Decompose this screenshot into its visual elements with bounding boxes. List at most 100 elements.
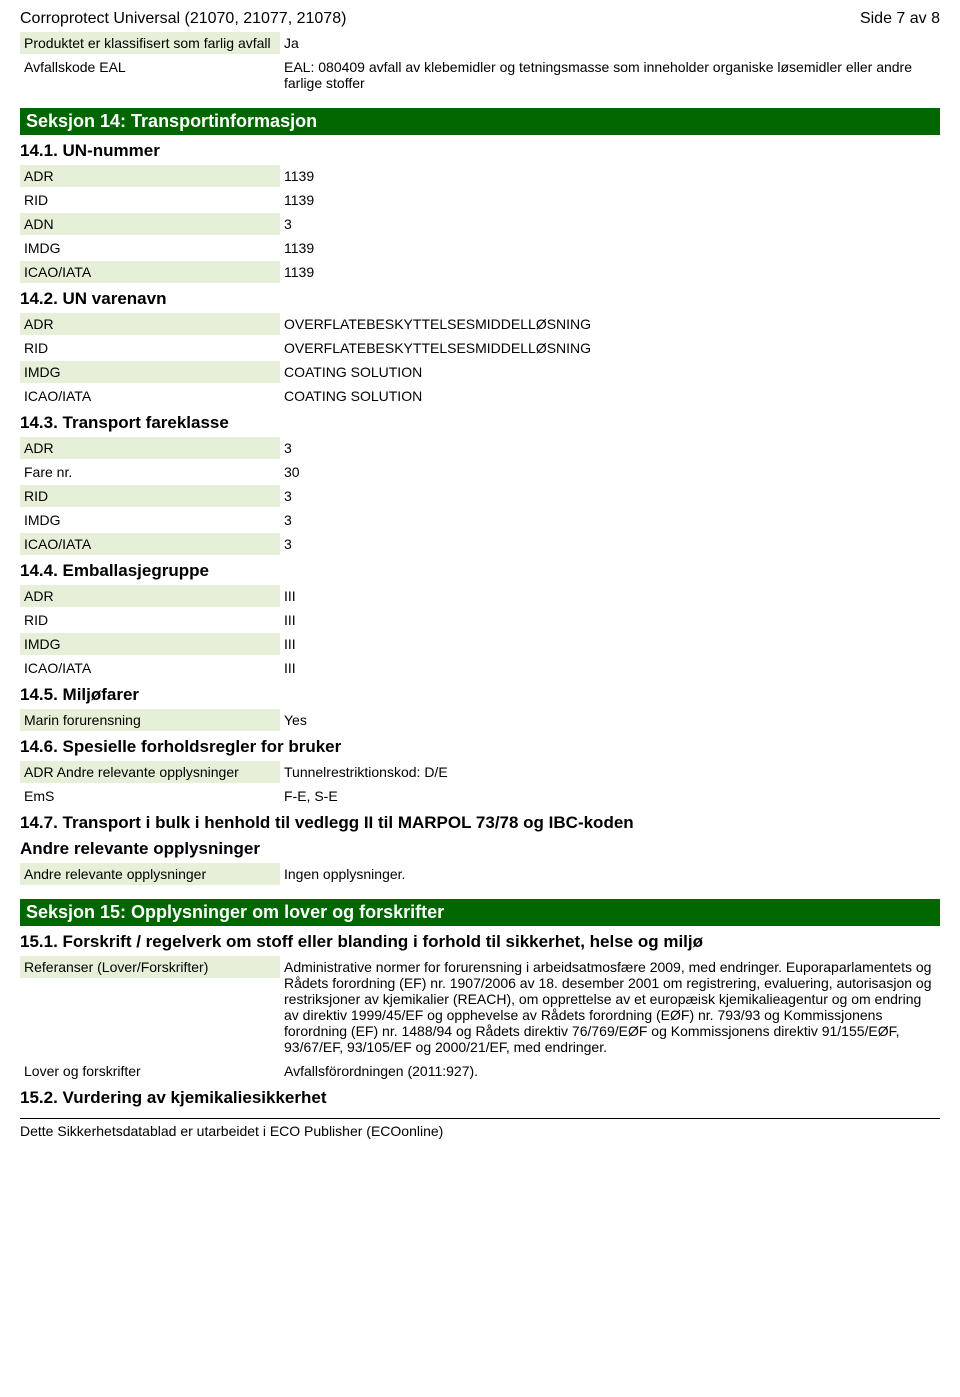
row-value: OVERFLATEBESKYTTELSESMIDDELLØSNING: [280, 313, 940, 335]
row-value: III: [280, 609, 940, 631]
rows-14-1: ADR1139RID1139ADN3IMDG1139ICAO/IATA1139: [20, 165, 940, 283]
data-row: ADROVERFLATEBESKYTTELSESMIDDELLØSNING: [20, 313, 940, 335]
row-value: OVERFLATEBESKYTTELSESMIDDELLØSNING: [280, 337, 940, 359]
classification-block: Produktet er klassifisert som farlig avf…: [20, 32, 940, 94]
data-row: IMDG3: [20, 509, 940, 531]
row-value: EAL: 080409 avfall av klebemidler og tet…: [280, 56, 940, 94]
rows-14-2: ADROVERFLATEBESKYTTELSESMIDDELLØSNINGRID…: [20, 313, 940, 407]
data-row: ICAO/IATA1139: [20, 261, 940, 283]
row-value: 1139: [280, 261, 940, 283]
row-value: III: [280, 657, 940, 679]
section-14-header: Seksjon 14: Transportinformasjon: [20, 108, 940, 135]
data-row: ICAO/IATACOATING SOLUTION: [20, 385, 940, 407]
subsection-14-7: 14.7. Transport i bulk i henhold til ved…: [20, 813, 940, 833]
row-label: ADR: [20, 313, 280, 335]
data-row: Marin forurensningYes: [20, 709, 940, 731]
row-label: ADR Andre relevante opplysninger: [20, 761, 280, 783]
row-label: Referanser (Lover/Forskrifter): [20, 956, 280, 978]
row-label: IMDG: [20, 237, 280, 259]
row-label: ICAO/IATA: [20, 261, 280, 283]
data-row: Lover og forskrifterAvfallsförordningen …: [20, 1060, 940, 1082]
data-row: ADR1139: [20, 165, 940, 187]
rows-14-6: ADR Andre relevante opplysningerTunnelre…: [20, 761, 940, 807]
row-label: IMDG: [20, 509, 280, 531]
row-value: Yes: [280, 709, 940, 731]
subsection-14-3: 14.3. Transport fareklasse: [20, 413, 940, 433]
row-value: Avfallsförordningen (2011:927).: [280, 1060, 940, 1082]
data-row: Fare nr.30: [20, 461, 940, 483]
row-label: IMDG: [20, 361, 280, 383]
row-label: ICAO/IATA: [20, 657, 280, 679]
row-label: RID: [20, 609, 280, 631]
row-value: Administrative normer for forurensning i…: [280, 956, 940, 1058]
row-value: III: [280, 585, 940, 607]
data-row: ICAO/IATA3: [20, 533, 940, 555]
data-row: EmSF-E, S-E: [20, 785, 940, 807]
row-value: COATING SOLUTION: [280, 385, 940, 407]
page-indicator: Side 7 av 8: [860, 10, 940, 28]
row-value: 30: [280, 461, 940, 483]
row-label: RID: [20, 337, 280, 359]
row-value: 1139: [280, 165, 940, 187]
row-value: Ja: [280, 32, 940, 54]
row-value: 3: [280, 509, 940, 531]
row-value: 3: [280, 437, 940, 459]
row-value: Tunnelrestriktionskod: D/E: [280, 761, 940, 783]
page-header: Corroprotect Universal (21070, 21077, 21…: [20, 10, 940, 28]
row-label: ADR: [20, 437, 280, 459]
subsection-14-6: 14.6. Spesielle forholdsregler for bruke…: [20, 737, 940, 757]
subsection-14-4: 14.4. Emballasjegruppe: [20, 561, 940, 581]
data-row: Produktet er klassifisert som farlig avf…: [20, 32, 940, 54]
rows-14-7: Andre relevante opplysningerIngen opplys…: [20, 863, 940, 885]
row-value: 1139: [280, 237, 940, 259]
data-row: Referanser (Lover/Forskrifter)Administra…: [20, 956, 940, 1058]
rows-14-3: ADR3Fare nr.30RID3IMDG3ICAO/IATA3: [20, 437, 940, 555]
data-row: RIDOVERFLATEBESKYTTELSESMIDDELLØSNING: [20, 337, 940, 359]
row-value: Ingen opplysninger.: [280, 863, 940, 885]
data-row: Avfallskode EALEAL: 080409 avfall av kle…: [20, 56, 940, 94]
row-value: 3: [280, 485, 940, 507]
row-label: ICAO/IATA: [20, 533, 280, 555]
row-label: RID: [20, 485, 280, 507]
row-value: COATING SOLUTION: [280, 361, 940, 383]
data-row: ADR3: [20, 437, 940, 459]
rows-14-4: ADRIIIRIDIIIIMDGIIIICAO/IATAIII: [20, 585, 940, 679]
subsection-14-2: 14.2. UN varenavn: [20, 289, 940, 309]
row-value: F-E, S-E: [280, 785, 940, 807]
row-label: ICAO/IATA: [20, 385, 280, 407]
data-row: RID1139: [20, 189, 940, 211]
subsection-14-7-subtitle: Andre relevante opplysninger: [20, 839, 940, 859]
data-row: RIDIII: [20, 609, 940, 631]
data-row: IMDG1139: [20, 237, 940, 259]
row-label: Marin forurensning: [20, 709, 280, 731]
row-label: Fare nr.: [20, 461, 280, 483]
data-row: IMDGCOATING SOLUTION: [20, 361, 940, 383]
rows-15-1: Referanser (Lover/Forskrifter)Administra…: [20, 956, 940, 1082]
rows-14-5: Marin forurensningYes: [20, 709, 940, 731]
row-label: Lover og forskrifter: [20, 1060, 280, 1082]
data-row: Andre relevante opplysningerIngen opplys…: [20, 863, 940, 885]
row-label: IMDG: [20, 633, 280, 655]
subsection-14-5: 14.5. Miljøfarer: [20, 685, 940, 705]
row-value: III: [280, 633, 940, 655]
subsection-14-1: 14.1. UN-nummer: [20, 141, 940, 161]
data-row: ADR Andre relevante opplysningerTunnelre…: [20, 761, 940, 783]
row-label: Andre relevante opplysninger: [20, 863, 280, 885]
document-title: Corroprotect Universal (21070, 21077, 21…: [20, 10, 346, 28]
row-label: Avfallskode EAL: [20, 56, 280, 78]
subsection-15-1: 15.1. Forskrift / regelverk om stoff ell…: [20, 932, 940, 952]
data-row: RID3: [20, 485, 940, 507]
data-row: IMDGIII: [20, 633, 940, 655]
row-label: ADN: [20, 213, 280, 235]
row-value: 1139: [280, 189, 940, 211]
row-value: 3: [280, 533, 940, 555]
data-row: ICAO/IATAIII: [20, 657, 940, 679]
data-row: ADN3: [20, 213, 940, 235]
row-label: RID: [20, 189, 280, 211]
row-label: ADR: [20, 585, 280, 607]
footer: Dette Sikkerhetsdatablad er utarbeidet i…: [20, 1118, 940, 1139]
section-15-header: Seksjon 15: Opplysninger om lover og for…: [20, 899, 940, 926]
row-value: 3: [280, 213, 940, 235]
row-label: EmS: [20, 785, 280, 807]
row-label: ADR: [20, 165, 280, 187]
